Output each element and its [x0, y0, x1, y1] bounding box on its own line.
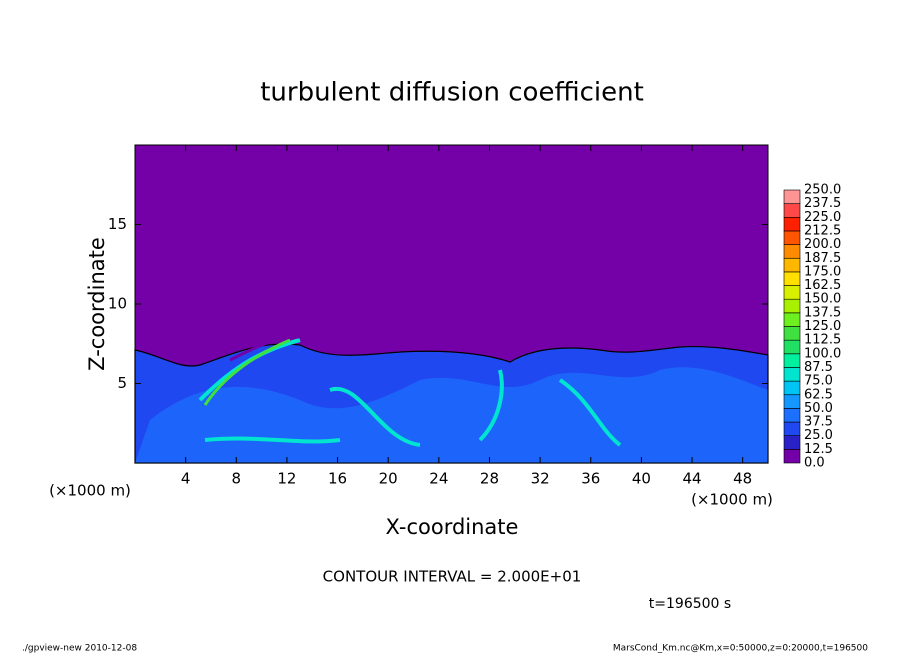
- x-tick-label: 28: [480, 470, 499, 488]
- colorbar-band: [783, 435, 801, 450]
- x-tick-label: 48: [733, 470, 752, 488]
- colorbar-label: 200.0: [804, 237, 841, 252]
- colorbar-band: [783, 271, 801, 286]
- colorbar-label: 150.0: [804, 292, 841, 307]
- colorbar-label: 175.0: [804, 264, 841, 279]
- colorbar-label: 37.5: [804, 415, 833, 430]
- colorbar-band: [783, 312, 801, 327]
- colorbar-label: 12.5: [804, 442, 833, 457]
- x-tick-label: 32: [531, 470, 550, 488]
- colorbar-band: [783, 285, 801, 300]
- colorbar-band: [783, 408, 801, 423]
- time-label: t=196500 s: [649, 596, 731, 612]
- colorbar-band: [783, 394, 801, 409]
- colorbar-band: [783, 353, 801, 368]
- colorbar-band: [783, 339, 801, 355]
- x-tick-label: 8: [232, 470, 242, 488]
- colorbar-band: [783, 298, 801, 314]
- colorbar-band: [783, 217, 801, 232]
- x-tick-label: 36: [581, 470, 600, 488]
- colorbar-label: 75.0: [804, 374, 833, 389]
- y-tick-label: 15: [108, 215, 127, 233]
- colorbar-band: [783, 449, 801, 464]
- x-tick-label: 24: [429, 470, 448, 488]
- colorbar-label: 112.5: [804, 333, 841, 348]
- contour-interval: CONTOUR INTERVAL = 2.000E+01: [323, 568, 582, 586]
- field: [134, 144, 769, 464]
- colorbar-label: 237.5: [804, 196, 841, 211]
- colorbar-band: [783, 421, 801, 436]
- colorbar-label: 0.0: [804, 456, 825, 471]
- colorbar-band: [783, 380, 801, 396]
- y-axis-label: Z-coordinate: [85, 237, 109, 371]
- y-tick-label: 10: [108, 295, 127, 313]
- colorbar-label: 212.5: [804, 223, 841, 238]
- x-tick-label: 4: [181, 470, 191, 488]
- x-tick-label: 12: [277, 470, 296, 488]
- colorbar-band: [783, 203, 801, 218]
- x-unit-label: (×1000 m): [691, 491, 773, 509]
- y-tick-label: 5: [117, 374, 127, 392]
- x-tick-label: 40: [632, 470, 651, 488]
- colorbar-label: 250.0: [804, 183, 841, 198]
- colorbar-label: 50.0: [804, 401, 833, 416]
- x-unit-label: (×1000 m): [49, 482, 131, 500]
- x-tick-label: 16: [328, 470, 347, 488]
- colorbar-label: 225.0: [804, 210, 841, 225]
- colorbar-label: 187.5: [804, 251, 841, 266]
- footer-right: MarsCond_Km.nc@Km,x=0:50000,z=0:20000,t=…: [613, 644, 868, 654]
- colorbar-band: [783, 367, 801, 382]
- chart-title: turbulent diffusion coefficient: [260, 78, 644, 108]
- colorbar-band: [783, 326, 801, 341]
- colorbar-label: 87.5: [804, 360, 833, 375]
- x-tick-label: 44: [682, 470, 701, 488]
- colorbar-label: 100.0: [804, 346, 841, 361]
- colorbar-label: 162.5: [804, 278, 841, 293]
- colorbar-band: [783, 244, 801, 259]
- x-axis-label: X-coordinate: [386, 515, 519, 539]
- colorbar-label: 125.0: [804, 319, 841, 334]
- colorbar-label: 137.5: [804, 305, 841, 320]
- colorbar-band: [783, 257, 801, 273]
- footer-left: ./gpview-new 2010-12-08: [22, 644, 137, 654]
- field-streak: [203, 338, 291, 406]
- colorbar-label: 25.0: [804, 428, 833, 443]
- field-streak: [229, 335, 316, 362]
- colorbar-label: 62.5: [804, 387, 833, 402]
- colorbar-band: [783, 230, 801, 245]
- x-tick-label: 20: [379, 470, 398, 488]
- colorbar-band: [783, 189, 801, 204]
